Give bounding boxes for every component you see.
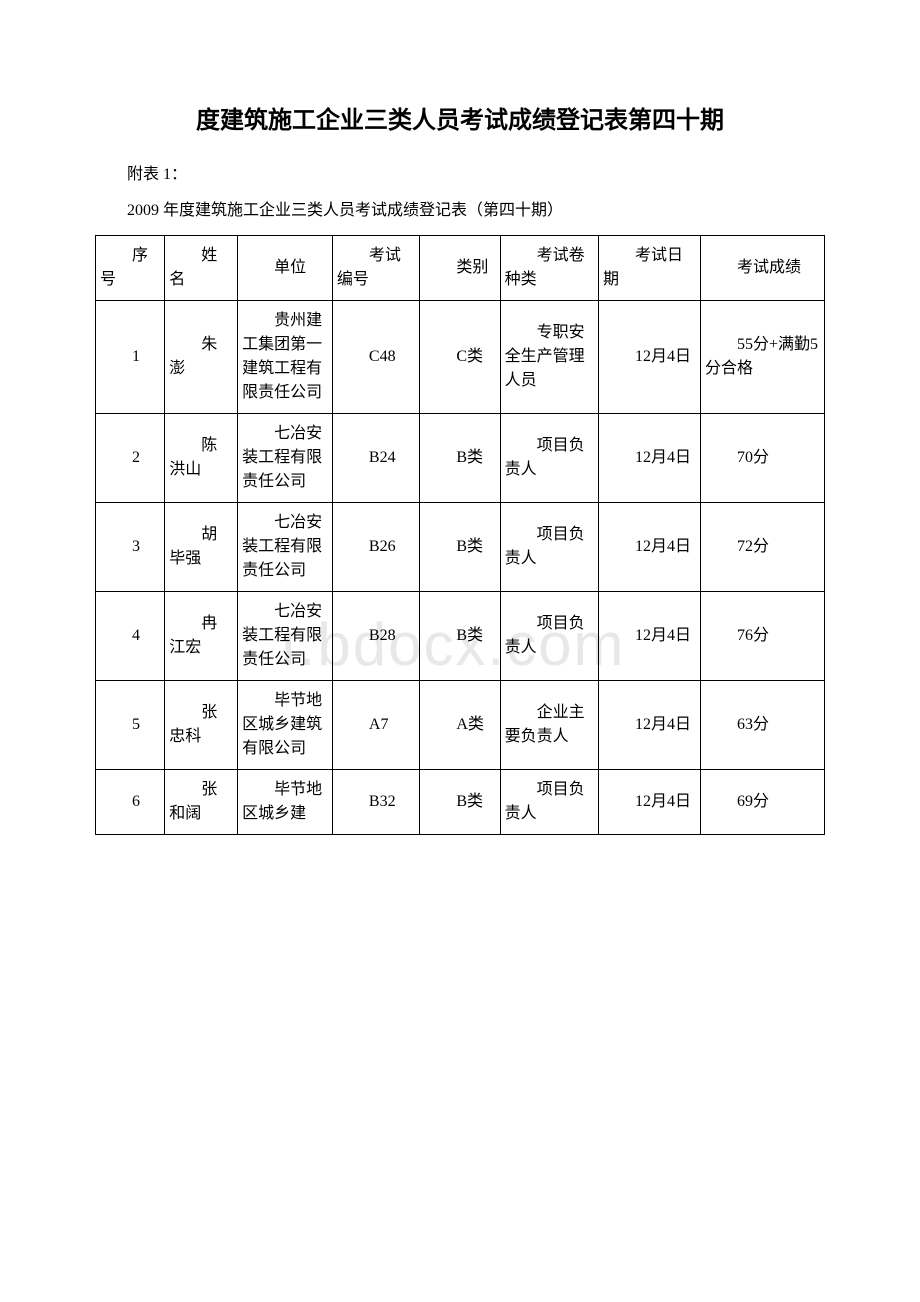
table-cell: 2 bbox=[96, 414, 165, 503]
header-cell: 类别 bbox=[420, 236, 500, 301]
table-cell: 七冶安装工程有限责任公司 bbox=[238, 414, 333, 503]
header-cell: 考试编号 bbox=[332, 236, 419, 301]
table-cell: 胡毕强 bbox=[165, 503, 238, 592]
table-cell: 12月4日 bbox=[598, 592, 700, 681]
table-cell: 冉江宏 bbox=[165, 592, 238, 681]
table-cell: 6 bbox=[96, 770, 165, 835]
table-cell: 4 bbox=[96, 592, 165, 681]
document-subtitle: 2009 年度建筑施工企业三类人员考试成绩登记表（第四十期） bbox=[95, 196, 825, 220]
table-cell: 72分 bbox=[701, 503, 825, 592]
table-cell: B28 bbox=[332, 592, 419, 681]
header-cell: 考试卷种类 bbox=[500, 236, 598, 301]
table-cell: B32 bbox=[332, 770, 419, 835]
table-row: 2 陈洪山 七冶安装工程有限责任公司 B24 B类 项目负责人 12月4日 70… bbox=[96, 414, 825, 503]
table-cell: 项目负责人 bbox=[500, 770, 598, 835]
table-cell: 毕节地区城乡建 bbox=[238, 770, 333, 835]
table-row: 4 冉江宏 七冶安装工程有限责任公司 B28 B类 项目负责人 12月4日 76… bbox=[96, 592, 825, 681]
table-cell: 张忠科 bbox=[165, 681, 238, 770]
table-cell: 69分 bbox=[701, 770, 825, 835]
table-cell: 12月4日 bbox=[598, 681, 700, 770]
table-cell: 项目负责人 bbox=[500, 592, 598, 681]
table-cell: 朱澎 bbox=[165, 301, 238, 414]
table-cell: B类 bbox=[420, 592, 500, 681]
attachment-label: 附表 1： bbox=[95, 160, 825, 184]
table-cell: 63分 bbox=[701, 681, 825, 770]
table-cell: 企业主要负责人 bbox=[500, 681, 598, 770]
table-cell: C类 bbox=[420, 301, 500, 414]
table-header-row: 序号 姓名 单位 考试编号 类别 考试卷种类 考试日期 考试成绩 bbox=[96, 236, 825, 301]
table-cell: 贵州建工集团第一建筑工程有限责任公司 bbox=[238, 301, 333, 414]
header-cell: 考试日期 bbox=[598, 236, 700, 301]
table-cell: 1 bbox=[96, 301, 165, 414]
table-cell: B类 bbox=[420, 414, 500, 503]
table-row: 6 张和阔 毕节地区城乡建 B32 B类 项目负责人 12月4日 69分 bbox=[96, 770, 825, 835]
table-cell: 七冶安装工程有限责任公司 bbox=[238, 503, 333, 592]
table-cell: 12月4日 bbox=[598, 301, 700, 414]
table-cell: B24 bbox=[332, 414, 419, 503]
table-cell: B26 bbox=[332, 503, 419, 592]
table-cell: 12月4日 bbox=[598, 503, 700, 592]
table-cell: 专职安全生产管理人员 bbox=[500, 301, 598, 414]
table-cell: 3 bbox=[96, 503, 165, 592]
table-cell: B类 bbox=[420, 770, 500, 835]
table-cell: 5 bbox=[96, 681, 165, 770]
table-cell: 项目负责人 bbox=[500, 503, 598, 592]
table-cell: 55分+满勤5分合格 bbox=[701, 301, 825, 414]
table-cell: B类 bbox=[420, 503, 500, 592]
table-row: 1 朱澎 贵州建工集团第一建筑工程有限责任公司 C48 C类 专职安全生产管理人… bbox=[96, 301, 825, 414]
table-cell: 76分 bbox=[701, 592, 825, 681]
table-row: 5 张忠科 毕节地区城乡建筑有限公司 A7 A类 企业主要负责人 12月4日 6… bbox=[96, 681, 825, 770]
table-cell: 张和阔 bbox=[165, 770, 238, 835]
header-cell: 姓名 bbox=[165, 236, 238, 301]
table-cell: 项目负责人 bbox=[500, 414, 598, 503]
header-cell: 序号 bbox=[96, 236, 165, 301]
table-cell: 毕节地区城乡建筑有限公司 bbox=[238, 681, 333, 770]
table-cell: A7 bbox=[332, 681, 419, 770]
document-title: 度建筑施工企业三类人员考试成绩登记表第四十期 bbox=[95, 100, 825, 135]
table-row: 3 胡毕强 七冶安装工程有限责任公司 B26 B类 项目负责人 12月4日 72… bbox=[96, 503, 825, 592]
table-cell: 12月4日 bbox=[598, 414, 700, 503]
score-table: 序号 姓名 单位 考试编号 类别 考试卷种类 考试日期 考试成绩 1 朱澎 贵州… bbox=[95, 235, 825, 835]
table-cell: 12月4日 bbox=[598, 770, 700, 835]
table-cell: A类 bbox=[420, 681, 500, 770]
table-cell: C48 bbox=[332, 301, 419, 414]
header-cell: 考试成绩 bbox=[701, 236, 825, 301]
table-cell: 70分 bbox=[701, 414, 825, 503]
table-cell: 陈洪山 bbox=[165, 414, 238, 503]
table-cell: 七冶安装工程有限责任公司 bbox=[238, 592, 333, 681]
header-cell: 单位 bbox=[238, 236, 333, 301]
